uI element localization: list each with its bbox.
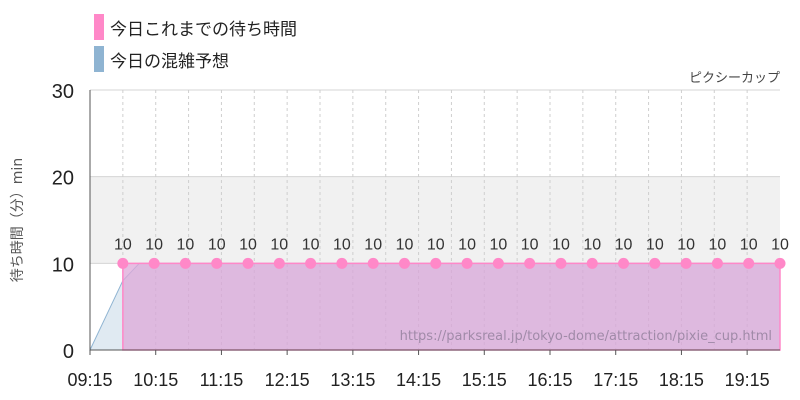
- x-tick-label: 11:15: [200, 370, 244, 390]
- data-point: [179, 257, 191, 269]
- data-label: 10: [114, 236, 132, 253]
- legend-label-forecast: 今日の混雑予想: [110, 51, 229, 72]
- x-tick-label: 16:15: [527, 370, 572, 390]
- x-tick-label: 19:15: [725, 370, 770, 390]
- data-label: 10: [270, 236, 288, 253]
- chart-title: ピクシーカップ: [689, 71, 780, 86]
- data-label: 10: [458, 236, 476, 253]
- x-tick-label: 17:15: [593, 370, 638, 390]
- data-label: 10: [771, 236, 789, 253]
- data-label: 10: [364, 236, 382, 253]
- data-label: 10: [521, 236, 539, 253]
- data-point: [336, 257, 348, 269]
- data-label: 10: [208, 236, 226, 253]
- data-point: [148, 257, 160, 269]
- data-label: 10: [646, 236, 664, 253]
- data-label: 10: [177, 236, 195, 253]
- legend-item-actual: 今日これまでの待ち時間: [94, 14, 297, 40]
- x-tick-label: 14:15: [396, 370, 441, 390]
- data-point: [524, 257, 536, 269]
- data-point: [305, 257, 317, 269]
- data-label: 10: [677, 236, 695, 253]
- data-point: [743, 257, 755, 269]
- y-tick-label: 10: [52, 254, 74, 276]
- data-point: [461, 257, 473, 269]
- data-point: [618, 257, 630, 269]
- y-tick-label: 0: [63, 341, 74, 363]
- data-point: [492, 257, 504, 269]
- source-url-watermark: https://parksreal.jp/tokyo-dome/attracti…: [400, 329, 772, 344]
- y-tick-label: 20: [52, 168, 74, 190]
- data-label: 10: [239, 236, 257, 253]
- x-tick-label: 12:15: [265, 370, 310, 390]
- legend-swatch-actual: [94, 14, 104, 40]
- data-point: [586, 257, 598, 269]
- legend-label-actual: 今日これまでの待ち時間: [110, 19, 297, 40]
- data-label: 10: [740, 236, 758, 253]
- x-tick-label: 10:15: [133, 370, 178, 390]
- x-tick-label: 18:15: [659, 370, 704, 390]
- data-point: [711, 257, 723, 269]
- data-label: 10: [552, 236, 570, 253]
- legend-item-forecast: 今日の混雑予想: [94, 46, 229, 72]
- x-tick-label: 09:15: [67, 370, 112, 390]
- data-label: 10: [145, 236, 163, 253]
- x-tick-label: 15:15: [462, 370, 507, 390]
- data-point: [774, 257, 786, 269]
- data-point: [367, 257, 379, 269]
- data-point: [430, 257, 442, 269]
- data-label: 10: [489, 236, 507, 253]
- data-label: 10: [427, 236, 445, 253]
- legend-swatch-forecast: [94, 46, 104, 72]
- data-label: 10: [302, 236, 320, 253]
- data-point: [242, 257, 254, 269]
- data-label: 10: [333, 236, 351, 253]
- x-tick-label: 13:15: [330, 370, 375, 390]
- data-label: 10: [615, 236, 633, 253]
- data-point: [555, 257, 567, 269]
- data-point: [680, 257, 692, 269]
- data-label: 10: [709, 236, 727, 253]
- data-label: 10: [583, 236, 601, 253]
- data-point: [273, 257, 285, 269]
- highlight-band: [90, 176, 780, 264]
- data-label: 10: [396, 236, 414, 253]
- data-point: [117, 257, 129, 269]
- data-point: [211, 257, 223, 269]
- y-tick-label: 30: [52, 81, 74, 103]
- data-point: [649, 257, 661, 269]
- y-axis-label: 待ち時間（分）min: [10, 158, 26, 282]
- data-point: [398, 257, 410, 269]
